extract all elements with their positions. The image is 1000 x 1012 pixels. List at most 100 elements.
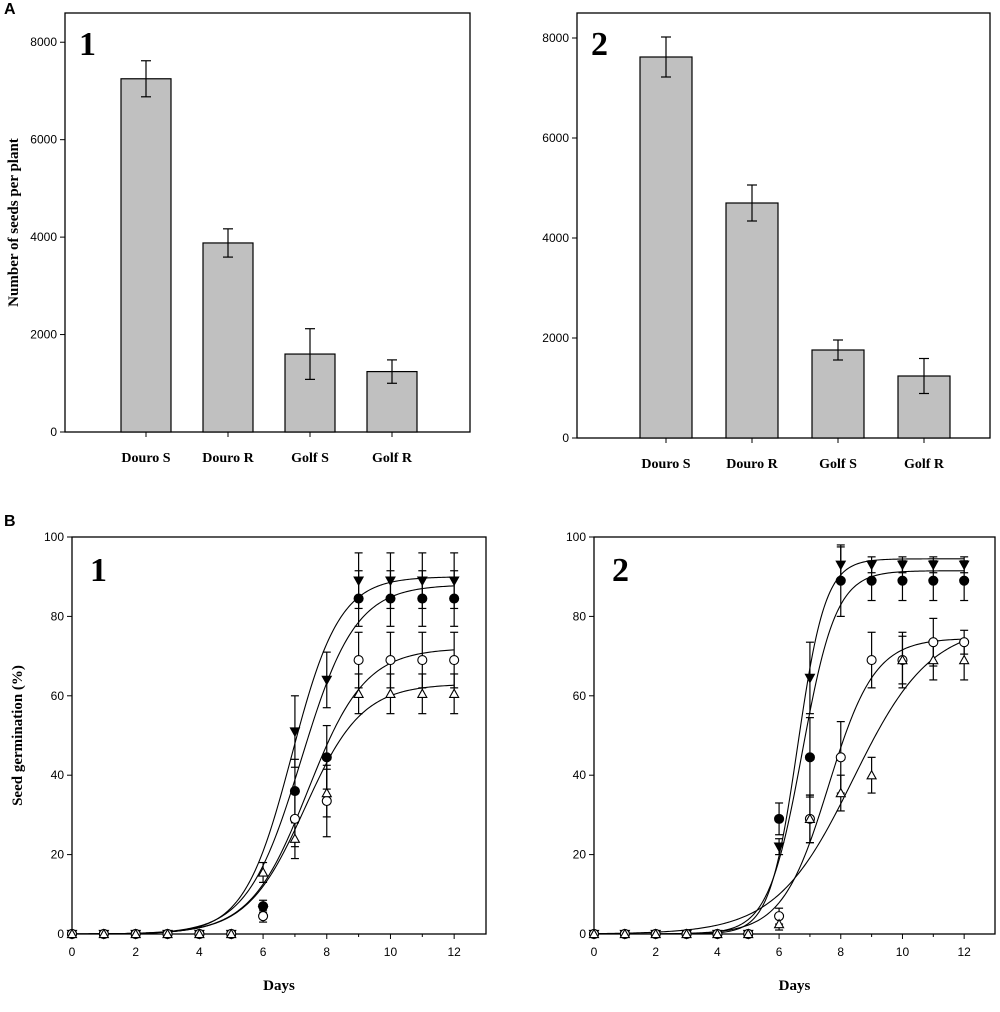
data-point-s0 (773, 842, 785, 853)
data-point-s2 (959, 637, 970, 648)
subplot-number: 2 (612, 552, 629, 589)
category-label: Golf S (291, 451, 329, 466)
data-point-s3 (742, 928, 754, 939)
data-point-s1 (959, 575, 970, 586)
data-point-s2 (258, 911, 269, 922)
data-point-s0 (866, 560, 878, 571)
data-point-s3 (289, 833, 301, 843)
x-tick-label: 4 (714, 945, 721, 959)
data-point-s3 (958, 654, 970, 665)
y-axis-title: Number of seeds per plant (6, 138, 22, 307)
x-tick-label: 8 (837, 945, 844, 959)
data-point-s0 (835, 560, 847, 571)
panel-label-a: A (4, 1, 16, 18)
x-tick-label: 0 (591, 945, 598, 959)
y-tick-label: 0 (562, 431, 569, 445)
category-label: Golf S (819, 457, 857, 472)
x-tick-label: 8 (323, 945, 330, 959)
data-point-s3 (866, 769, 878, 780)
data-point-s3 (162, 928, 173, 939)
data-point-s2 (385, 655, 396, 666)
plot-frame (71, 536, 487, 935)
data-point-s3 (66, 928, 78, 939)
fit-curve-1 (594, 570, 965, 935)
data-point-s0 (289, 727, 301, 738)
subplot-number: 1 (79, 26, 96, 63)
data-point-s3 (897, 654, 908, 665)
x-tick-label: 2 (652, 945, 659, 959)
plot-frame (64, 12, 471, 433)
data-point-s0 (385, 576, 396, 587)
y-tick-label: 2000 (542, 331, 569, 345)
data-point-s3 (321, 787, 333, 798)
bar-1 (725, 202, 779, 439)
subplot-number: 2 (591, 26, 608, 63)
bar-2 (811, 349, 865, 439)
data-point-s3 (385, 688, 396, 698)
category-label: Douro S (641, 457, 690, 472)
data-point-s3 (257, 866, 269, 877)
data-point-s1 (353, 593, 364, 604)
data-point-s2 (321, 795, 332, 807)
data-point-s3 (588, 928, 600, 939)
data-point-s3 (804, 813, 816, 824)
panel-label-b: B (4, 513, 16, 530)
y-tick-label: 100 (566, 530, 586, 544)
data-point-s2 (353, 655, 364, 666)
y-tick-label: 4000 (542, 231, 569, 245)
y-tick-label: 60 (573, 689, 587, 703)
data-point-s0 (448, 576, 460, 587)
data-point-s2 (928, 637, 939, 648)
data-point-s3 (448, 688, 460, 698)
data-point-s3 (835, 787, 847, 798)
data-point-s1 (417, 593, 428, 604)
y-tick-label: 4000 (30, 230, 57, 244)
bar-0 (639, 56, 693, 439)
y-tick-label: 6000 (542, 131, 569, 145)
data-point-s3 (619, 928, 631, 939)
data-point-s2 (417, 655, 428, 666)
y-tick-label: 20 (573, 848, 587, 862)
fit-curve-0 (594, 558, 965, 935)
y-tick-label: 0 (579, 927, 586, 941)
data-point-s3 (650, 928, 662, 939)
y-tick-label: 6000 (30, 133, 57, 147)
y-tick-label: 80 (51, 609, 65, 623)
data-point-s0 (416, 576, 428, 587)
bar-1 (202, 242, 254, 433)
fit-curve-3 (72, 684, 455, 935)
data-point-s2 (866, 655, 877, 666)
plot-frame (576, 12, 991, 439)
data-point-s0 (897, 560, 908, 571)
data-point-s3 (927, 654, 939, 665)
x-tick-label: 0 (69, 945, 76, 959)
subplot-number: 1 (90, 552, 107, 589)
data-point-s1 (321, 752, 332, 763)
x-tick-label: 6 (260, 945, 267, 959)
plot-frame (593, 536, 996, 935)
x-tick-label: 12 (447, 945, 461, 959)
data-point-s2 (835, 752, 846, 763)
fit-curve-3 (593, 640, 965, 935)
x-tick-label: 10 (384, 945, 398, 959)
y-tick-label: 100 (44, 530, 64, 544)
y-tick-label: 8000 (30, 35, 57, 49)
y-tick-label: 40 (51, 768, 65, 782)
bar-chart-a2: 2 0 2000 4000 6000 8000 Douro S Douro R Golf S Go… (542, 12, 991, 472)
data-point-s1 (385, 593, 396, 604)
category-label: Douro R (726, 457, 778, 472)
data-point-s2 (289, 813, 300, 824)
data-point-s0 (804, 673, 816, 684)
data-point-s0 (958, 560, 970, 571)
data-point-s0 (927, 560, 939, 571)
x-tick-label: 4 (196, 945, 203, 959)
category-label: Golf R (372, 451, 413, 466)
data-point-s1 (449, 593, 460, 604)
bar-chart-a1: 1 0 2000 4000 6000 8000 Douro S Douro R Golf S Go… (6, 12, 471, 466)
data-point-s1 (289, 786, 300, 797)
data-point-s3 (130, 928, 142, 939)
x-tick-label: 12 (957, 945, 971, 959)
